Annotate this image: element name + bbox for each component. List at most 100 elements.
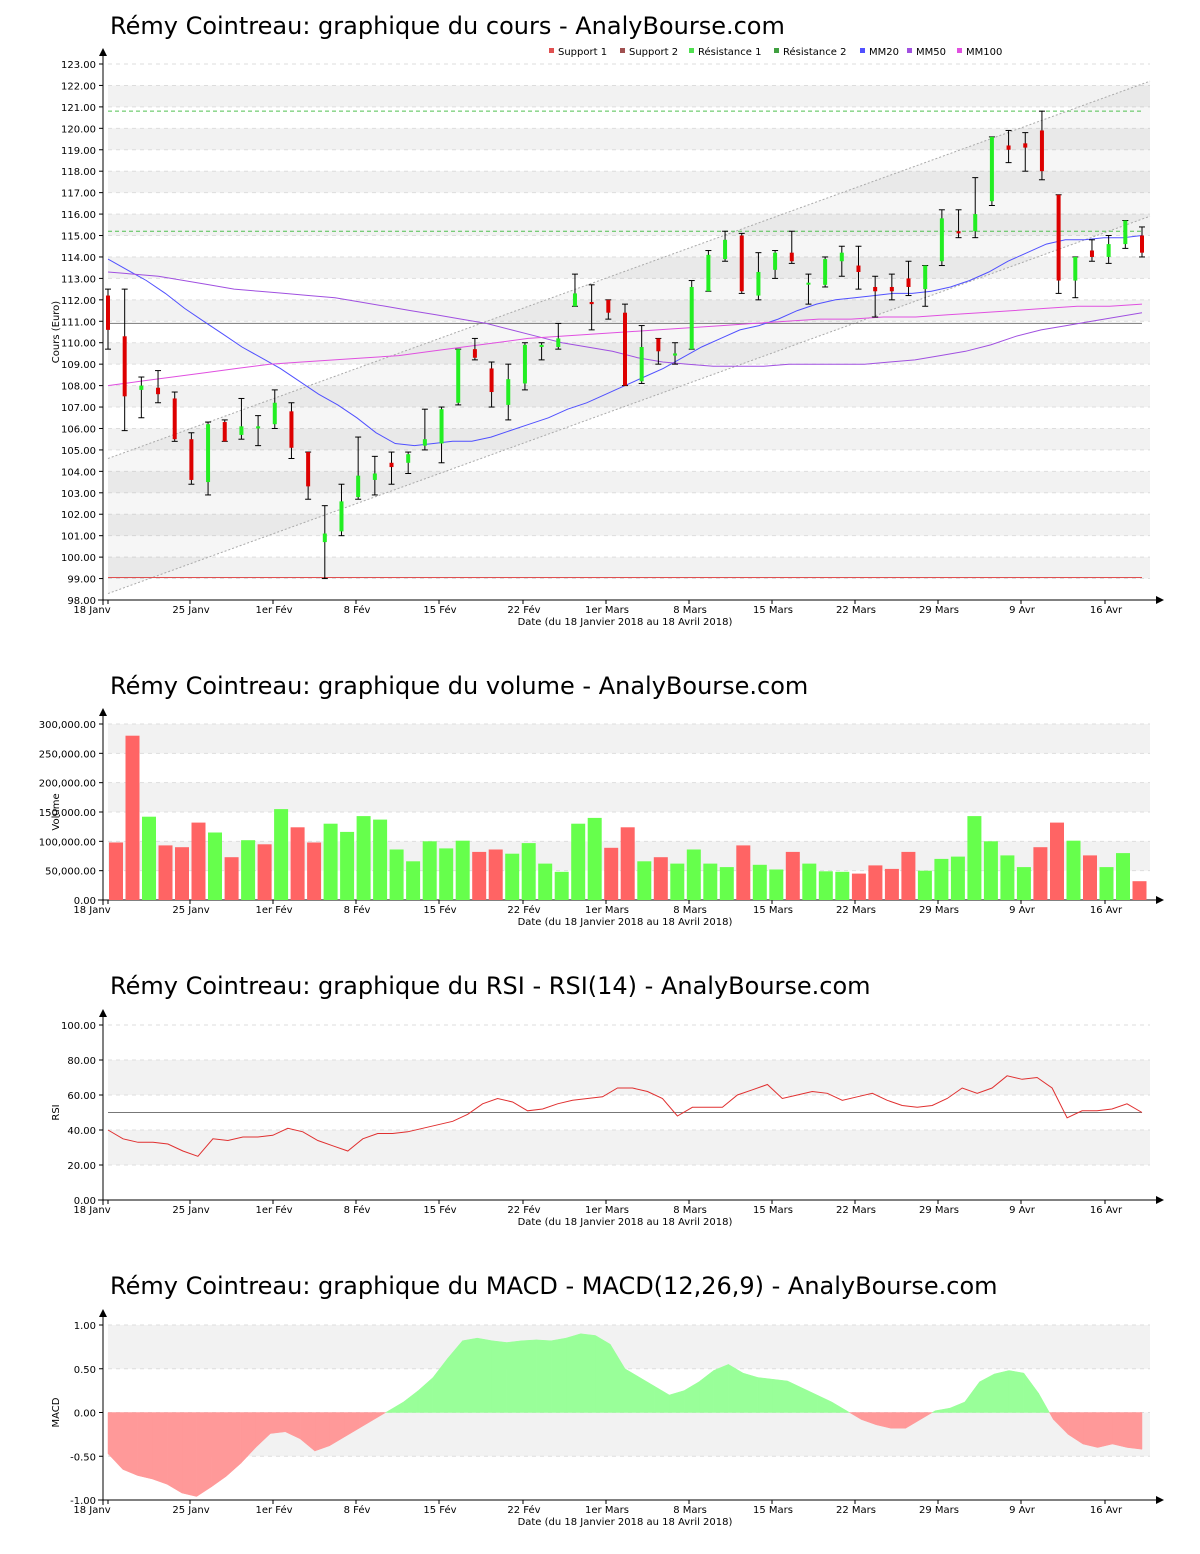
candle-body (856, 265, 861, 272)
macd-area-segment (270, 1412, 286, 1434)
x-tick-label: 29 Mars (919, 605, 959, 616)
x-tick-label: 22 Fév (507, 1504, 540, 1516)
grid-band (108, 256, 1150, 279)
volume-bar (571, 823, 586, 900)
volume-bar (340, 831, 355, 900)
volume-bar (142, 816, 156, 900)
candle-body (639, 347, 644, 382)
y-tick-label: 100,000.00 (39, 837, 96, 848)
macd-area-segment (550, 1337, 567, 1413)
x-tick-label: 8 Mars (673, 1505, 707, 1516)
volume-bar (224, 857, 239, 900)
candle-body (823, 259, 828, 285)
candle-body (1056, 194, 1061, 281)
candle-body (806, 282, 811, 285)
volume-bar (1000, 855, 1015, 900)
candle-body (522, 344, 527, 384)
x-tick-label: 9 Avr (1009, 905, 1036, 916)
grid-band (108, 128, 1150, 150)
macd-area-segment (137, 1412, 153, 1480)
macd-area-segment (211, 1412, 227, 1488)
volume-bar (785, 851, 800, 900)
candle-body (839, 252, 844, 262)
candle-body (472, 349, 477, 358)
x-tick-label: 18 Janv (73, 605, 110, 616)
macd-area-segment (122, 1412, 138, 1476)
volume-bar (109, 842, 123, 900)
grid-band (108, 557, 1150, 579)
x-tick-label: 1er Fév (255, 604, 292, 616)
candle-body (739, 235, 744, 292)
macd-area-segment (654, 1385, 670, 1413)
x-tick-label: 1er Mars (585, 1205, 629, 1216)
y-tick-label: 150,000.00 (39, 808, 96, 819)
macd-area-segment (994, 1370, 1010, 1413)
legend-label: Résistance 2 (783, 46, 846, 58)
volume-bar (521, 843, 536, 900)
macd-area-segment (536, 1339, 552, 1413)
grid-band (108, 385, 1150, 408)
y-tick-label: 107.00 (61, 403, 96, 414)
volume-bar (752, 864, 767, 900)
y-tick-label: 112.00 (61, 296, 96, 307)
y-tick-label: 114.00 (61, 253, 96, 264)
candle-body (222, 422, 227, 442)
volume-bar (620, 827, 635, 900)
x-axis-arrow (1156, 896, 1164, 904)
volume-bar (934, 858, 949, 900)
grid-band (108, 471, 1150, 493)
macd-area-segment (595, 1335, 611, 1413)
volume-bar (439, 848, 454, 900)
channel-lower-line (107, 215, 1151, 595)
macd-area-segment (1126, 1412, 1143, 1450)
x-axis-label: Date (du 18 Janvier 2018 au 18 Avril 201… (518, 917, 733, 928)
legend-swatch (549, 48, 554, 53)
x-axis-label: Date (du 18 Janvier 2018 au 18 Avril 201… (518, 1217, 733, 1228)
macd-area-segment (979, 1373, 995, 1413)
candle-body (1123, 220, 1128, 245)
grid-band (108, 782, 1150, 812)
x-tick-label: 9 Avr (1009, 605, 1036, 616)
volume-bar (802, 863, 817, 900)
volume-bar (587, 817, 602, 900)
candle-body (789, 252, 794, 262)
x-tick-label: 15 Fév (423, 604, 456, 616)
candle-body (1039, 130, 1044, 172)
volume-bar (967, 816, 982, 900)
volume-bar (835, 871, 850, 900)
volume-bar (670, 863, 685, 900)
y-tick-label: 116.00 (61, 210, 96, 221)
volume-bar (769, 869, 784, 900)
candle-body (706, 254, 711, 292)
macd-chart-title: Rémy Cointreau: graphique du MACD - MACD… (110, 1272, 998, 1300)
x-tick-label: 15 Fév (423, 1204, 456, 1216)
volume-bar (736, 845, 751, 900)
legend-label: MM100 (966, 47, 1002, 58)
volume-bar (637, 861, 652, 900)
candle-body (356, 475, 361, 498)
candle-body (1006, 145, 1011, 150)
y-tick-label: 104.00 (61, 467, 96, 478)
y-tick-label: 100.00 (61, 553, 96, 564)
volume-bar (505, 853, 520, 900)
volume-bar (901, 851, 916, 900)
macd-area-segment (196, 1412, 212, 1497)
candle-body (539, 344, 544, 348)
volume-bar (818, 871, 833, 900)
macd-area-segment (816, 1394, 833, 1413)
y-tick-label: 80.00 (67, 1056, 96, 1067)
legend-label: MM50 (916, 47, 946, 58)
x-axis-label: Date (du 18 Janvier 2018 au 18 Avril 201… (518, 1517, 733, 1528)
candle-body (973, 214, 978, 232)
y-tick-label: 119.00 (61, 146, 96, 157)
macd-area-segment (713, 1364, 729, 1413)
y-axis-arrow (99, 1009, 107, 1017)
y-axis-label: Volume (51, 793, 62, 830)
legend-swatch (860, 48, 865, 53)
volume-bar (307, 842, 322, 900)
volume-bar (208, 832, 222, 900)
y-tick-label: 300,000.00 (39, 720, 96, 731)
y-tick-label: 0.00 (74, 896, 96, 907)
candle-body (439, 409, 444, 444)
legend-label: Support 2 (629, 47, 678, 58)
